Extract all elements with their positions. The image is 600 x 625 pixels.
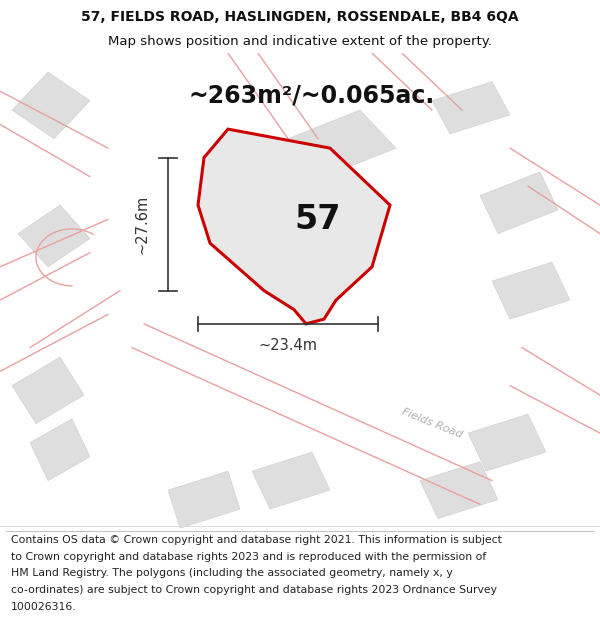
Polygon shape xyxy=(288,110,396,177)
Polygon shape xyxy=(468,414,546,471)
Polygon shape xyxy=(480,172,558,234)
Text: 100026316.: 100026316. xyxy=(11,601,76,611)
Text: ~27.6m: ~27.6m xyxy=(135,194,150,254)
Text: 57: 57 xyxy=(295,203,341,236)
Polygon shape xyxy=(420,462,498,519)
Text: ~23.4m: ~23.4m xyxy=(259,338,317,353)
Text: Fields Road: Fields Road xyxy=(400,407,464,441)
Text: 57, FIELDS ROAD, HASLINGDEN, ROSSENDALE, BB4 6QA: 57, FIELDS ROAD, HASLINGDEN, ROSSENDALE,… xyxy=(81,9,519,24)
Text: co-ordinates) are subject to Crown copyright and database rights 2023 Ordnance S: co-ordinates) are subject to Crown copyr… xyxy=(11,585,497,595)
Polygon shape xyxy=(432,82,510,134)
Text: ~263m²/~0.065ac.: ~263m²/~0.065ac. xyxy=(189,84,435,108)
Polygon shape xyxy=(12,72,90,139)
Text: HM Land Registry. The polygons (including the associated geometry, namely x, y: HM Land Registry. The polygons (includin… xyxy=(11,568,452,578)
Polygon shape xyxy=(252,452,330,509)
Polygon shape xyxy=(30,419,90,481)
Text: Contains OS data © Crown copyright and database right 2021. This information is : Contains OS data © Crown copyright and d… xyxy=(11,535,502,545)
Polygon shape xyxy=(198,129,390,324)
Polygon shape xyxy=(18,205,90,267)
Polygon shape xyxy=(168,471,240,528)
Polygon shape xyxy=(492,262,570,319)
Text: Map shows position and indicative extent of the property.: Map shows position and indicative extent… xyxy=(108,34,492,48)
Text: to Crown copyright and database rights 2023 and is reproduced with the permissio: to Crown copyright and database rights 2… xyxy=(11,552,486,562)
Polygon shape xyxy=(12,357,84,424)
